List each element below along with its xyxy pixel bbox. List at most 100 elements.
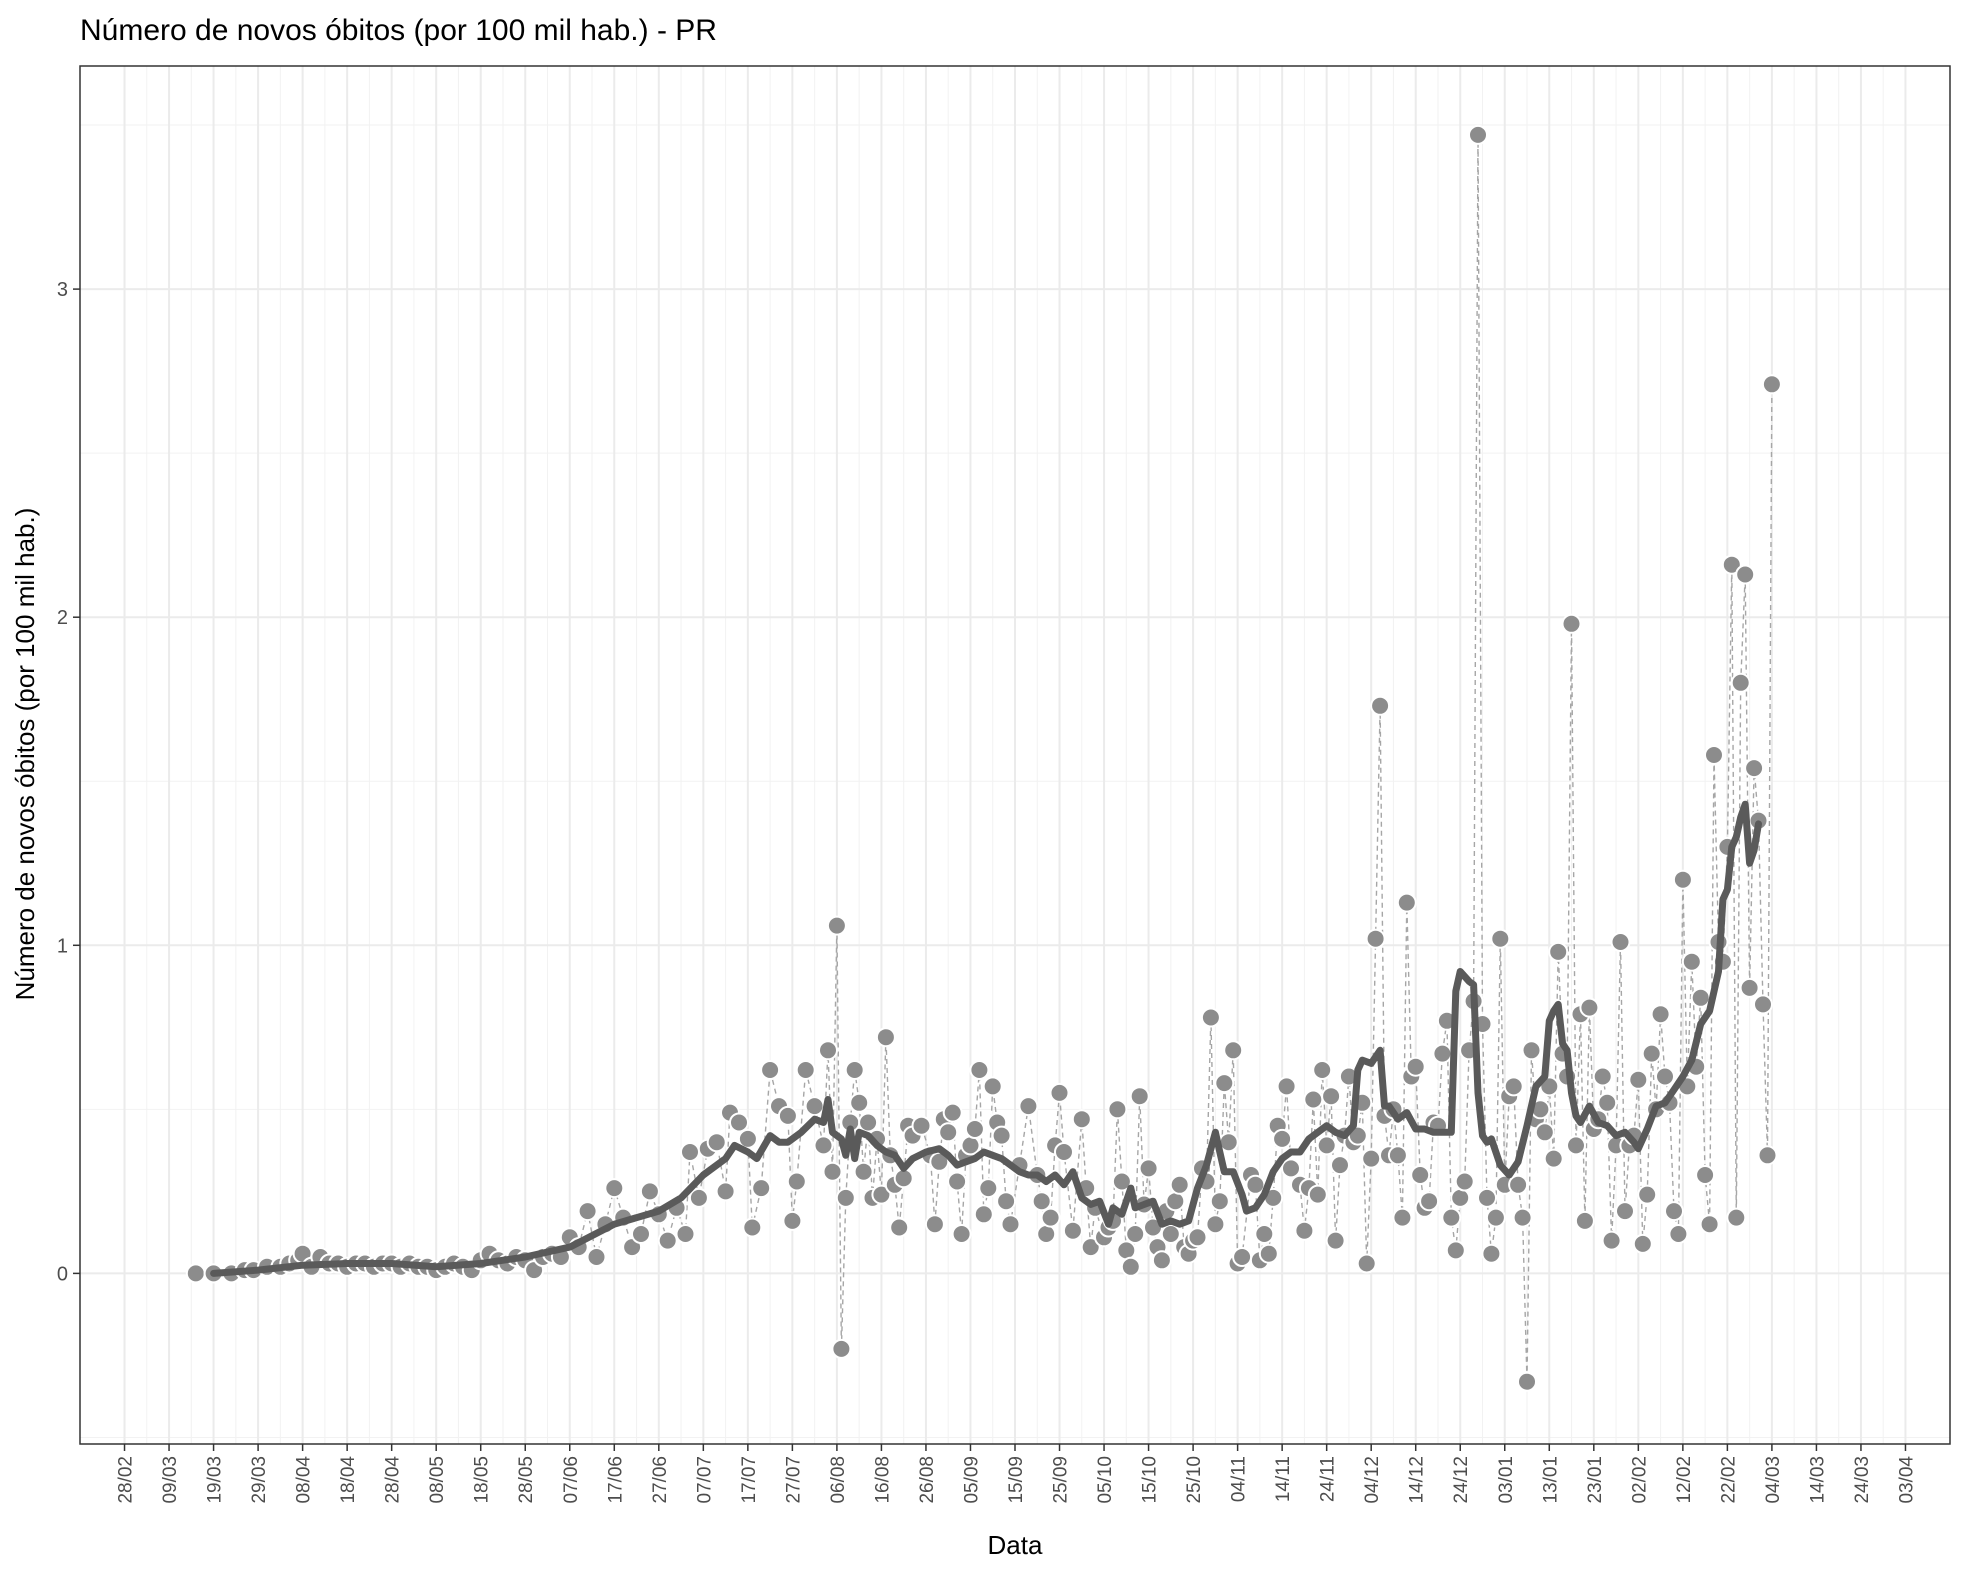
x-tick-label: 07/07 xyxy=(694,1456,715,1504)
data-point xyxy=(729,1112,749,1133)
data-point xyxy=(1254,1224,1275,1244)
data-point xyxy=(1432,1043,1453,1064)
data-point xyxy=(1107,1099,1128,1120)
x-tick-label: 24/11 xyxy=(1318,1456,1339,1502)
data-point xyxy=(586,1247,607,1267)
x-tick-label: 17/06 xyxy=(605,1456,626,1504)
data-point xyxy=(1281,1158,1301,1179)
data-point xyxy=(1704,745,1724,765)
data-point xyxy=(1232,1247,1253,1267)
data-point xyxy=(680,1142,700,1162)
data-point xyxy=(1744,758,1765,779)
data-point xyxy=(1468,124,1488,145)
data-point xyxy=(604,1178,625,1199)
data-point xyxy=(1205,1214,1226,1235)
data-point xyxy=(822,1161,843,1182)
data-point xyxy=(1485,1207,1506,1228)
data-point xyxy=(1200,1007,1221,1028)
data-point xyxy=(911,1115,932,1136)
data-point xyxy=(1165,1191,1186,1212)
data-point xyxy=(1209,1191,1230,1212)
data-point xyxy=(1187,1227,1208,1248)
data-point xyxy=(978,1178,999,1199)
data-point xyxy=(1214,1073,1235,1094)
data-point xyxy=(804,1096,825,1117)
data-point xyxy=(1615,1201,1635,1222)
data-point xyxy=(849,1092,870,1113)
data-point xyxy=(1512,1207,1533,1228)
data-point xyxy=(1445,1240,1466,1261)
data-point xyxy=(1450,1187,1471,1208)
data-point xyxy=(1392,1207,1413,1228)
point-connector-lines xyxy=(195,134,1773,1382)
data-point xyxy=(777,1105,798,1126)
x-tick-label: 13/01 xyxy=(1540,1456,1561,1504)
data-point xyxy=(1637,1184,1658,1205)
data-point xyxy=(1592,1066,1613,1087)
data-point xyxy=(1151,1250,1172,1271)
x-tick-label: 28/04 xyxy=(383,1456,404,1504)
data-point xyxy=(1365,928,1386,949)
x-tick-label: 26/08 xyxy=(917,1456,938,1504)
x-tick-label: 22/02 xyxy=(1718,1456,1739,1504)
data-point xyxy=(1650,1004,1671,1025)
data-point xyxy=(1111,1171,1132,1192)
data-point xyxy=(639,1181,660,1202)
data-point xyxy=(1129,1086,1150,1107)
x-tick-label: 23/01 xyxy=(1585,1456,1606,1504)
data-point xyxy=(1664,1201,1684,1222)
data-point xyxy=(1454,1171,1475,1192)
data-point xyxy=(1031,1191,1052,1212)
data-point xyxy=(1735,564,1756,585)
data-point xyxy=(1739,977,1760,998)
data-point xyxy=(826,915,847,936)
data-point xyxy=(1695,1165,1716,1185)
data-point xyxy=(675,1224,696,1244)
data-point xyxy=(1160,1224,1181,1244)
data-point xyxy=(1258,1243,1279,1264)
data-point xyxy=(1396,892,1417,913)
connector-path xyxy=(195,134,1773,1382)
data-point xyxy=(1062,1220,1083,1241)
data-point xyxy=(1761,374,1782,395)
x-tick-label: 25/09 xyxy=(1051,1456,1072,1504)
data-point xyxy=(1018,1096,1039,1117)
data-point xyxy=(1321,1086,1342,1107)
data-point xyxy=(1579,997,1600,1018)
data-point xyxy=(786,1171,807,1192)
data-point xyxy=(1521,1040,1542,1061)
data-point xyxy=(1566,1135,1586,1156)
data-point xyxy=(1000,1214,1021,1235)
x-tick-label: 18/04 xyxy=(338,1456,359,1504)
data-point xyxy=(1753,994,1773,1015)
data-point xyxy=(1503,1076,1524,1097)
data-point xyxy=(1387,1145,1408,1166)
data-point xyxy=(1370,695,1391,716)
x-tick-label: 04/03 xyxy=(1763,1456,1784,1504)
data-point xyxy=(1628,1069,1649,1090)
data-point xyxy=(1672,869,1693,890)
data-point xyxy=(795,1060,816,1080)
data-point xyxy=(1276,1076,1297,1097)
data-point xyxy=(1517,1371,1537,1392)
x-tick-label: 03/01 xyxy=(1496,1456,1517,1504)
data-point xyxy=(942,1102,963,1123)
data-point xyxy=(782,1210,803,1231)
data-point xyxy=(706,1132,727,1153)
data-point xyxy=(1721,554,1742,575)
data-point xyxy=(1726,1207,1747,1228)
data-point xyxy=(982,1076,1003,1097)
x-tick-label: 05/10 xyxy=(1095,1456,1116,1504)
data-point xyxy=(1294,1220,1315,1241)
data-point xyxy=(1116,1240,1137,1261)
data-point xyxy=(1641,1043,1662,1064)
moving-average-path xyxy=(210,800,1762,1277)
data-point xyxy=(831,1338,852,1359)
data-point xyxy=(1690,987,1711,1008)
x-tick-label: 27/07 xyxy=(783,1456,804,1504)
x-tick-label: 04/12 xyxy=(1362,1456,1383,1504)
data-point xyxy=(657,1230,678,1251)
data-point xyxy=(835,1187,856,1208)
data-point xyxy=(1138,1158,1159,1179)
